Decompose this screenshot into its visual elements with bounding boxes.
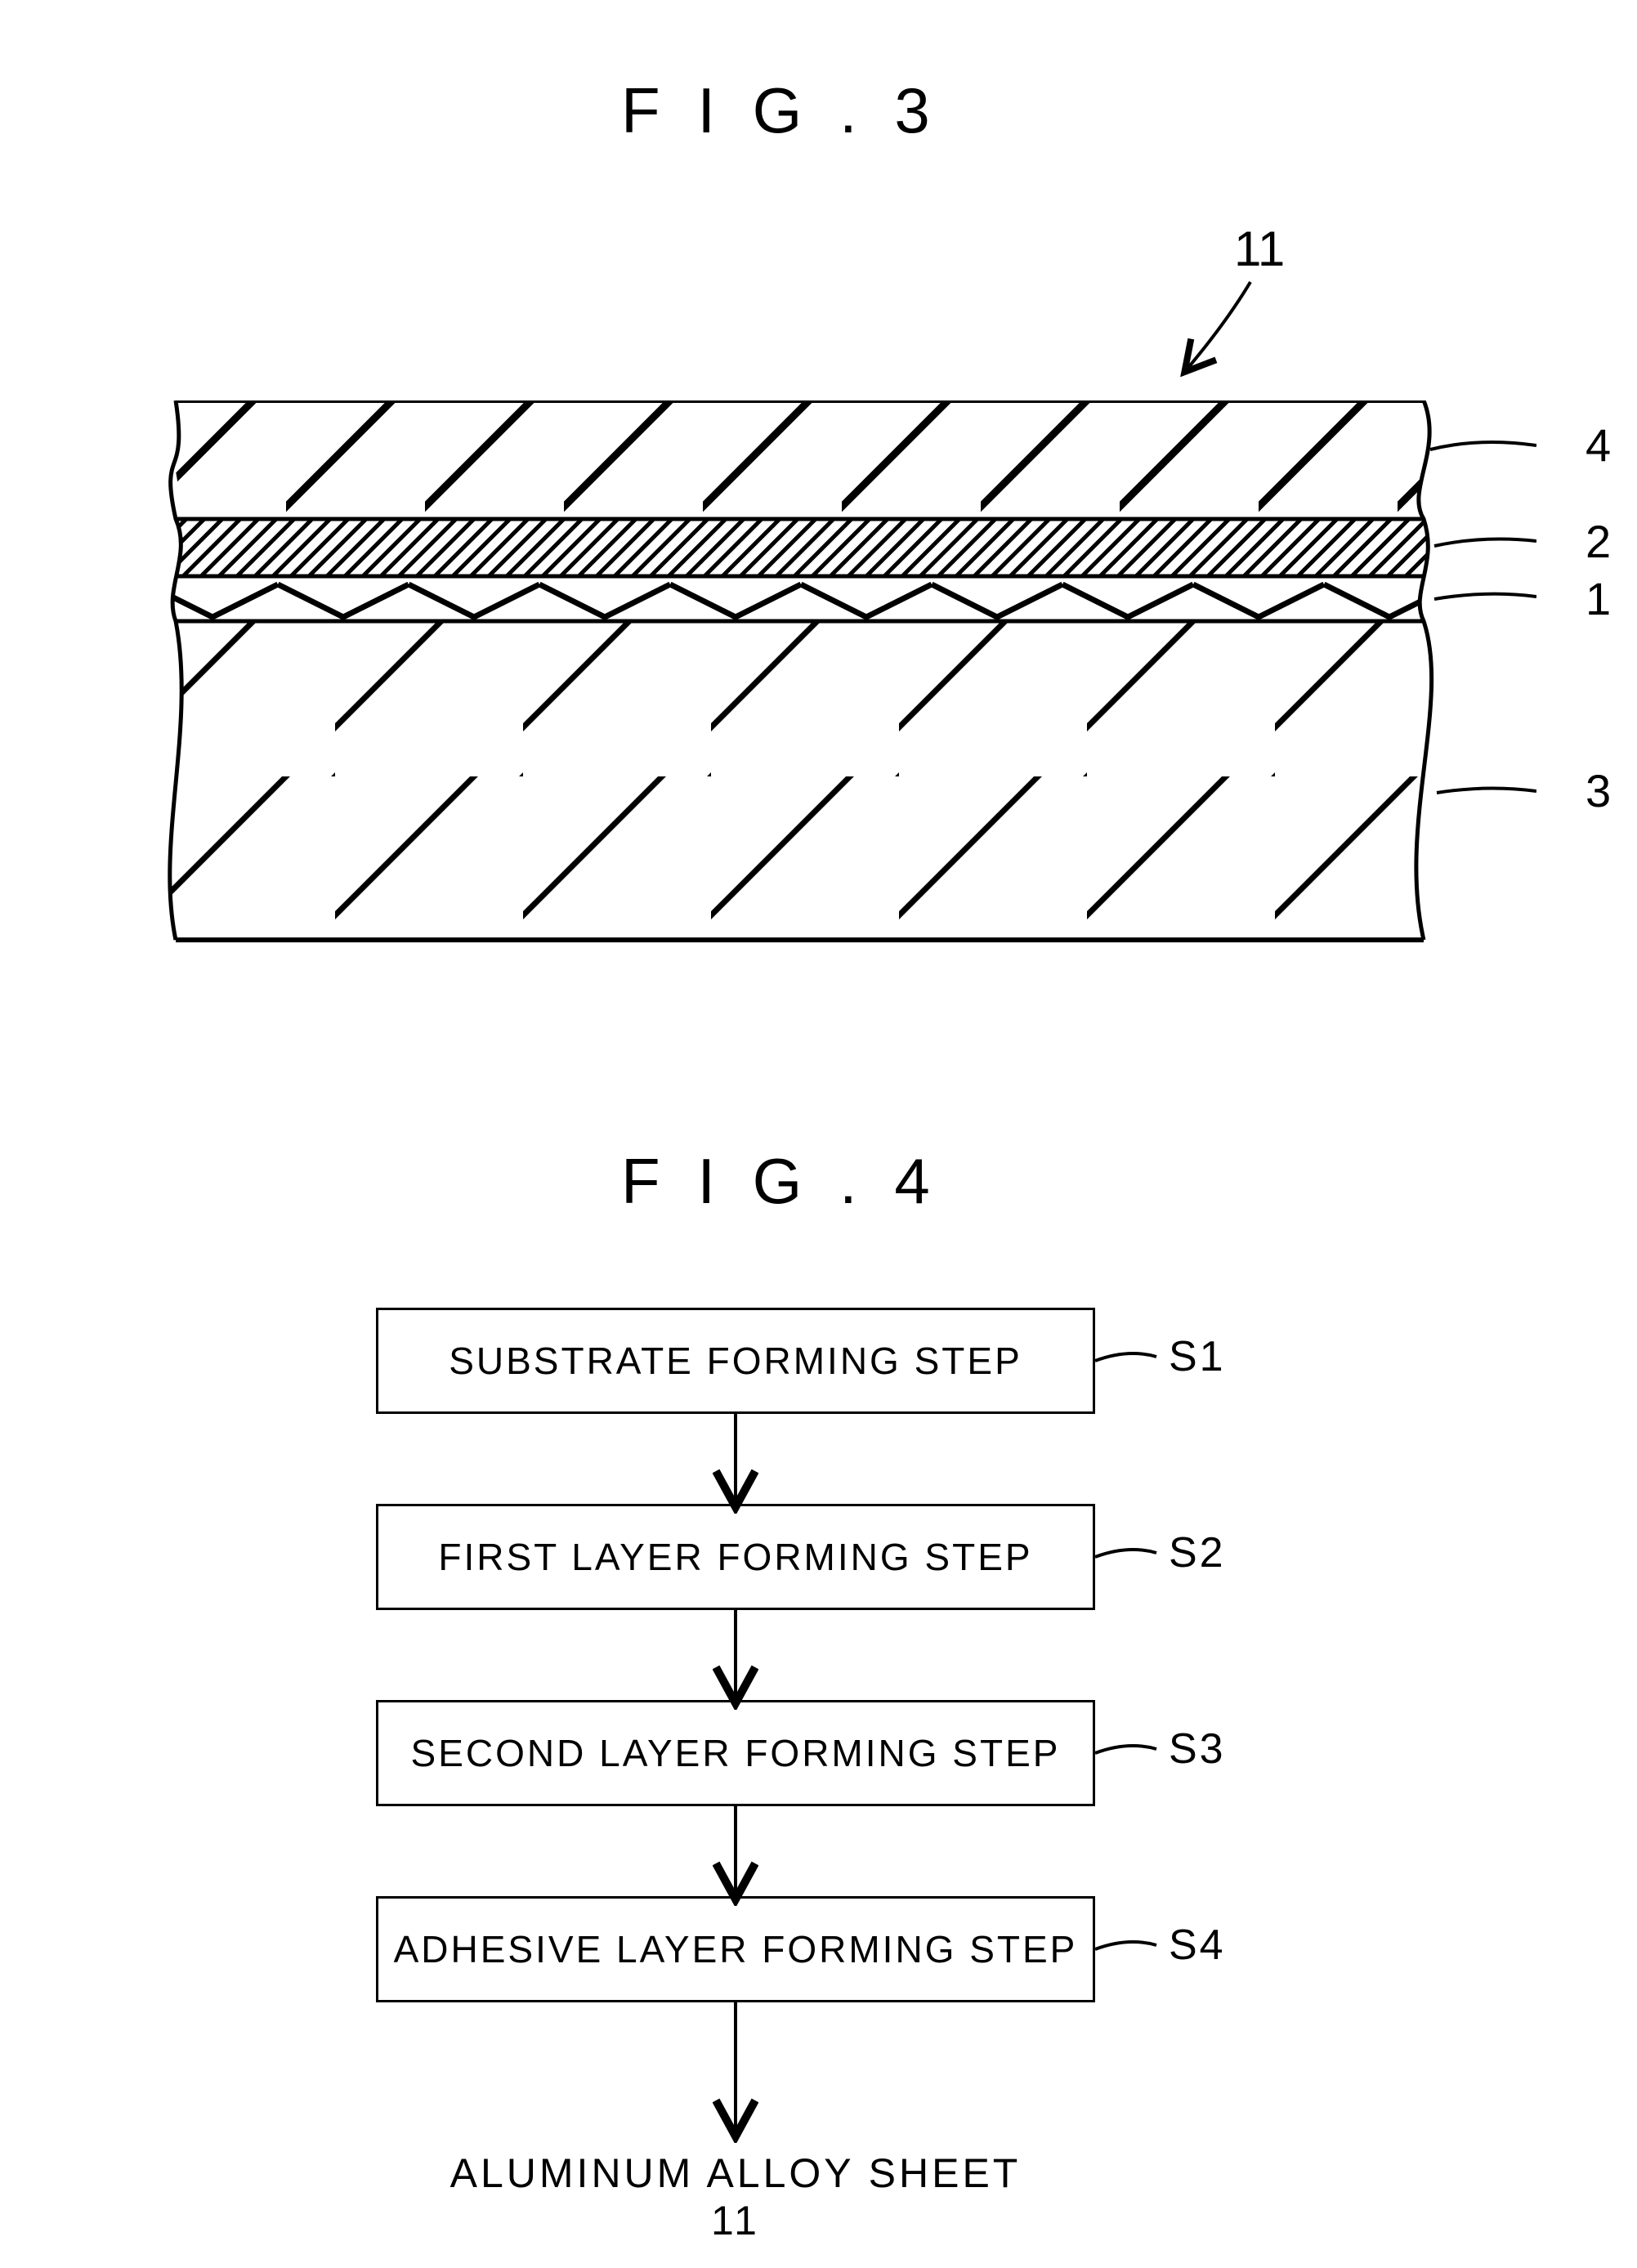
fig4-arrows [0, 0, 1637, 2268]
page: F I G . 3 11 [0, 0, 1637, 2268]
fig4-result-text: ALUMINUM ALLOY SHEET 11 [425, 2149, 1046, 2244]
